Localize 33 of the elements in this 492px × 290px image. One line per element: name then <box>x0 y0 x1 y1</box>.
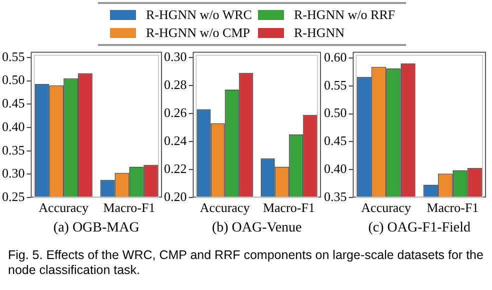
x-tick-label: Accuracy <box>38 200 89 215</box>
y-tick-label: 0.35 <box>2 142 25 158</box>
y-tick-label: 0.60 <box>324 49 347 64</box>
y-tick-label: 0.22 <box>164 160 187 176</box>
y-tick-label: 0.50 <box>2 72 25 88</box>
caption: Fig. 5. Effects of the WRC, CMP and RRF components on large-scale datasets for the node classification task. <box>8 248 484 278</box>
x-tick-label: Macro-F1 <box>426 200 479 215</box>
y-tick-label: 0.45 <box>2 96 25 111</box>
x-tick-label: Accuracy <box>361 200 412 215</box>
y-tick-label: 0.26 <box>164 104 188 120</box>
y-tick-label: 0.55 <box>2 48 25 64</box>
y-tick-label: 0.30 <box>164 48 187 64</box>
legend-label: R-HGNN <box>294 25 345 41</box>
y-tick-label: 0.40 <box>324 161 347 176</box>
x-axis-title: (c) OAG-F1-Field <box>368 220 471 236</box>
x-axis-title: (a) OGB-MAG <box>53 220 140 236</box>
x-tick-label: Macro-F1 <box>262 200 315 215</box>
y-tick-label: 0.30 <box>2 166 25 181</box>
y-tick-label: 0.55 <box>324 77 347 92</box>
y-tick-label: 0.40 <box>2 118 25 134</box>
y-tick-label: 0.25 <box>2 189 25 204</box>
legend-label: R-HGNN w/o WRC <box>146 7 252 23</box>
x-axis-title: (b) OAG-Venue <box>212 220 302 236</box>
y-tick-label: 0.35 <box>324 189 347 204</box>
y-tick-label: 0.24 <box>164 132 188 148</box>
x-tick-label: Macro-F1 <box>103 200 156 215</box>
x-tick-label: Accuracy <box>200 200 250 215</box>
y-tick-label: 0.50 <box>324 105 347 120</box>
legend-label: R-HGNN w/o RRF <box>294 7 396 23</box>
y-tick-label: 0.45 <box>324 133 347 148</box>
legend-label: R-HGNN w/o CMP <box>146 25 250 41</box>
y-tick-label: 0.20 <box>164 189 187 204</box>
y-tick-label: 0.28 <box>164 76 187 92</box>
